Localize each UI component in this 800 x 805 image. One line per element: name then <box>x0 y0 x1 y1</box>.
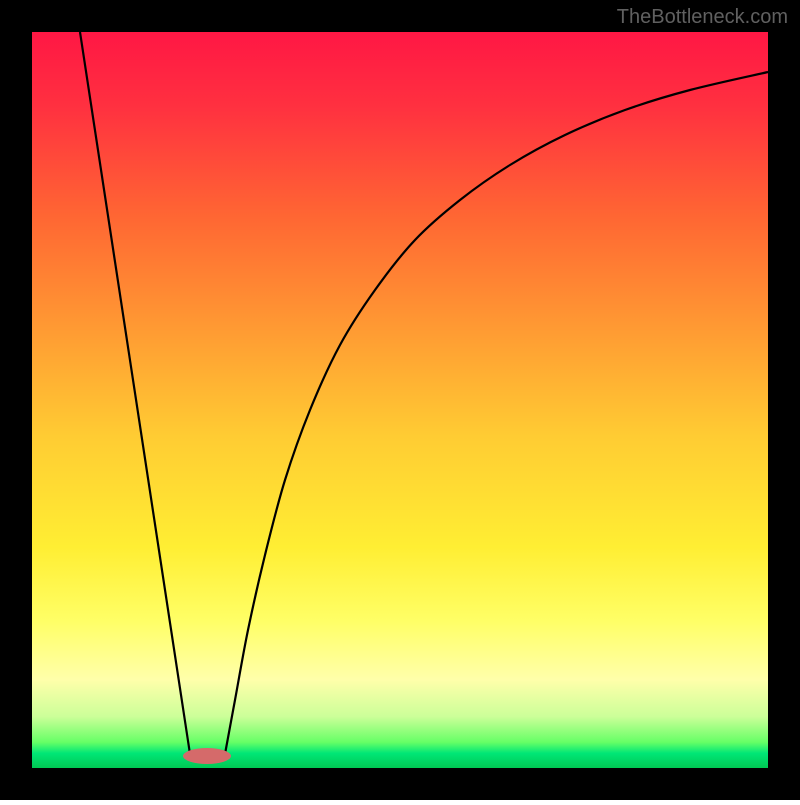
plot-area-background <box>32 32 768 768</box>
chart-svg <box>0 0 800 800</box>
bottleneck-chart: TheBottleneck.com <box>0 0 800 800</box>
watermark-text: TheBottleneck.com <box>617 6 788 29</box>
bottleneck-marker <box>183 748 231 764</box>
